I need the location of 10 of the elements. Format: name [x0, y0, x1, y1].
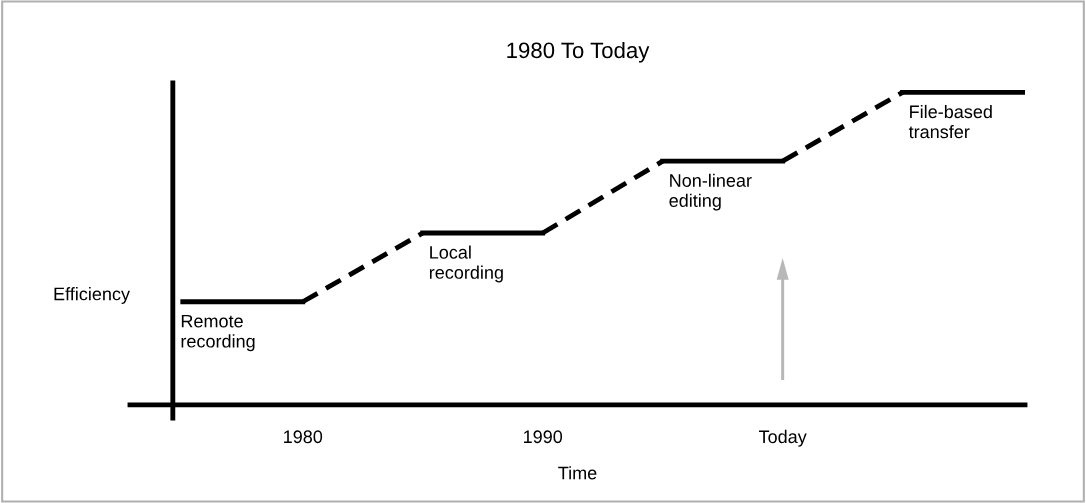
x-tick-label: 1990: [524, 430, 563, 444]
annotation: File-based transfer: [908, 104, 992, 139]
chart-title: 1980 To Today: [507, 41, 650, 63]
x-tick-label: 1980: [284, 430, 323, 444]
x-tick-label: Today: [758, 429, 807, 447]
annotation: Local recording: [429, 245, 503, 283]
annotation: Remote recording: [181, 314, 255, 352]
y-axis-title: Efficiency: [54, 287, 130, 304]
annotation: Non-linear editing: [669, 173, 752, 211]
x-axis-title: Time: [558, 466, 597, 480]
